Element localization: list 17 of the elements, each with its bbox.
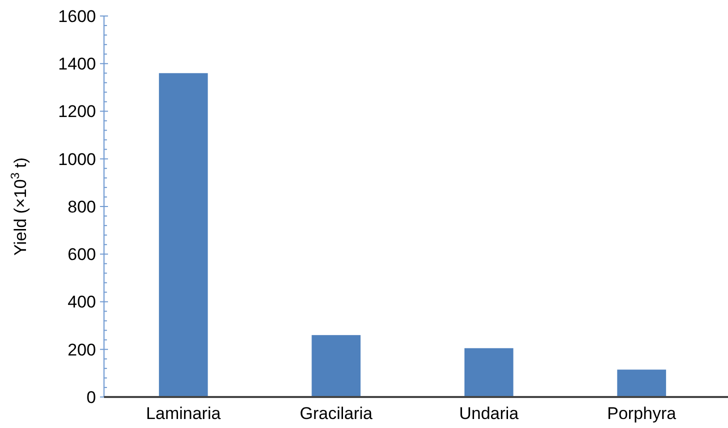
x-tick-label: Laminaria [146,404,222,423]
y-tick-label: 0 [86,388,96,407]
y-tick-label: 800 [68,197,96,216]
y-tick-label: 1200 [58,102,96,122]
bar [464,348,514,397]
x-tick-label: Undaria [459,404,520,423]
y-tick-label: 1600 [58,6,96,26]
y-tick-label: 1000 [58,150,96,169]
bar [312,335,361,397]
x-tick-label: Gracilaria [300,404,374,423]
y-tick-label: 1400 [58,54,96,74]
bar [158,73,208,397]
y-tick-label: 400 [68,292,96,312]
y-tick-label: 600 [68,245,96,264]
x-tick-label: Porphyra [607,404,677,423]
bar [617,370,666,397]
y-tick-label: 200 [68,340,96,360]
